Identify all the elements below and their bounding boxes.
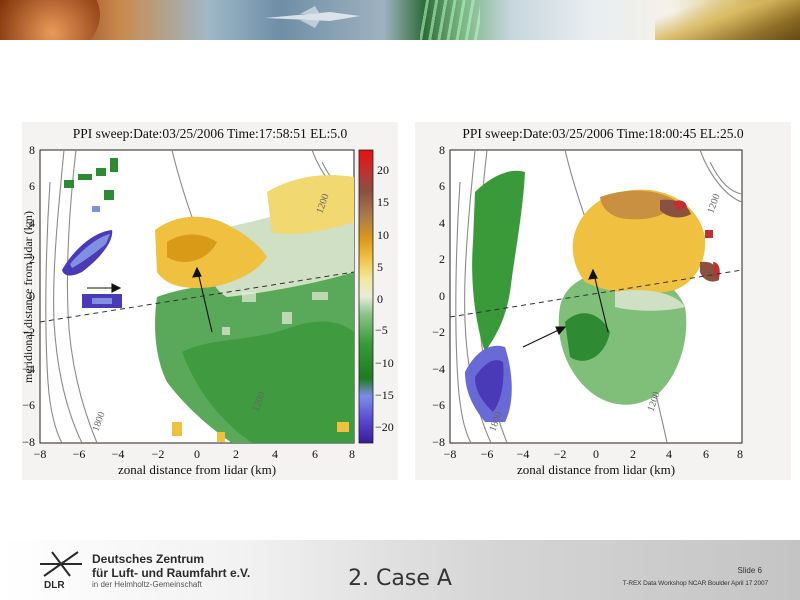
svg-text:15: 15 bbox=[377, 195, 389, 209]
dashed-reference-line bbox=[40, 271, 354, 323]
svg-text:8: 8 bbox=[29, 143, 35, 157]
right-plot-canvas: 1200 1200 1800 8 6 4 2 0 −2 −4 −6 −8 −8 … bbox=[432, 143, 743, 477]
svg-text:8: 8 bbox=[737, 447, 743, 461]
x-axis-ticks: −8 −6 −4 −2 0 2 4 6 8 bbox=[34, 447, 355, 461]
slide-title: 2. Case A bbox=[348, 566, 452, 591]
svg-text:2: 2 bbox=[29, 252, 35, 266]
svg-text:6: 6 bbox=[312, 447, 318, 461]
wind-arrows bbox=[87, 266, 213, 333]
colorbar bbox=[358, 149, 374, 444]
event-caption: T-REX Data Workshop NCAR Boulder April 1… bbox=[622, 580, 768, 587]
svg-text:2: 2 bbox=[233, 447, 239, 461]
right-lidar-plot: 1200 1200 1800 8 6 4 2 0 −2 −4 −6 −8 −8 … bbox=[415, 122, 791, 480]
wind-arrows bbox=[522, 268, 609, 348]
svg-text:6: 6 bbox=[703, 447, 709, 461]
svg-text:−8: −8 bbox=[432, 435, 445, 449]
svg-text:−6: −6 bbox=[481, 447, 494, 461]
left-plot-title: PPI sweep:Date:03/25/2006 Time:17:58:51 … bbox=[72, 126, 348, 141]
svg-text:5: 5 bbox=[377, 260, 383, 274]
slide-number: Slide 6 bbox=[737, 566, 762, 575]
svg-text:2: 2 bbox=[439, 252, 445, 266]
svg-text:−8: −8 bbox=[444, 447, 457, 461]
y-axis-ticks: 8 6 4 2 0 −2 −4 −6 −8 bbox=[432, 143, 445, 449]
svg-text:−2: −2 bbox=[432, 325, 445, 339]
x-axis-ticks: −8 −6 −4 −2 0 2 4 6 8 bbox=[444, 447, 743, 461]
banner-streaks bbox=[420, 0, 480, 40]
left-lidar-plot: 1200 1200 1800 8 6 4 2 0 −2 −4 −6 −8 −8 … bbox=[22, 122, 398, 480]
dlr-abbreviation: DLR bbox=[44, 580, 65, 591]
svg-text:4: 4 bbox=[439, 216, 445, 230]
svg-text:4: 4 bbox=[272, 447, 278, 461]
positive-velocity-region bbox=[155, 216, 267, 289]
svg-text:4: 4 bbox=[666, 447, 672, 461]
svg-text:6: 6 bbox=[439, 179, 445, 193]
org-name-line1: Deutsches Zentrum bbox=[92, 552, 205, 566]
svg-text:−2: −2 bbox=[152, 447, 165, 461]
right-plot-title: PPI sweep:Date:03/25/2006 Time:18:00:45 … bbox=[462, 126, 744, 141]
svg-text:−10: −10 bbox=[375, 356, 394, 370]
planet-image bbox=[0, 0, 100, 40]
svg-text:−4: −4 bbox=[112, 447, 125, 461]
svg-text:0: 0 bbox=[593, 447, 599, 461]
svg-text:20: 20 bbox=[377, 163, 389, 177]
dlr-logo-icon bbox=[40, 551, 82, 577]
svg-text:−4: −4 bbox=[517, 447, 530, 461]
svg-text:−15: −15 bbox=[375, 388, 394, 402]
svg-text:−5: −5 bbox=[375, 323, 388, 337]
x-axis-label: zonal distance from lidar (km) bbox=[517, 462, 675, 477]
svg-text:−20: −20 bbox=[375, 420, 394, 434]
dashed-reference-line bbox=[450, 269, 742, 318]
svg-text:−6: −6 bbox=[22, 398, 35, 412]
svg-text:6: 6 bbox=[29, 179, 35, 193]
svg-text:−4: −4 bbox=[432, 362, 445, 376]
svg-text:−6: −6 bbox=[73, 447, 86, 461]
svg-text:0: 0 bbox=[377, 292, 383, 306]
org-name-line3: in der Helmholtz-Gemeinschaft bbox=[92, 580, 202, 589]
y-axis-ticks: 8 6 4 2 0 −2 −4 −6 −8 bbox=[22, 143, 35, 449]
svg-text:4: 4 bbox=[29, 216, 35, 230]
y-axis-label: meridional distance from lidar (km) bbox=[22, 211, 35, 383]
svg-text:8: 8 bbox=[349, 447, 355, 461]
svg-text:10: 10 bbox=[377, 228, 389, 242]
svg-text:0: 0 bbox=[29, 289, 35, 303]
svg-text:8: 8 bbox=[439, 143, 445, 157]
svg-text:−2: −2 bbox=[22, 325, 35, 339]
space-shuttle-image bbox=[265, 6, 360, 28]
svg-text:0: 0 bbox=[194, 447, 200, 461]
left-plot-canvas: 1200 1200 1800 8 6 4 2 0 −2 −4 −6 −8 −8 … bbox=[22, 143, 394, 477]
svg-text:−8: −8 bbox=[22, 435, 35, 449]
svg-text:−8: −8 bbox=[34, 447, 47, 461]
satellite-panel-image bbox=[655, 0, 800, 40]
footer-bar bbox=[0, 540, 800, 600]
svg-text:0: 0 bbox=[439, 289, 445, 303]
org-name-line2: für Luft- und Raumfahrt e.V. bbox=[92, 566, 251, 580]
svg-text:−6: −6 bbox=[432, 398, 445, 412]
svg-text:−4: −4 bbox=[22, 362, 35, 376]
header-banner bbox=[0, 0, 800, 40]
colorbar-ticks: 20 15 10 5 0 −5 −10 −15 −20 bbox=[375, 163, 394, 434]
svg-text:−2: −2 bbox=[554, 447, 567, 461]
x-axis-label: zonal distance from lidar (km) bbox=[118, 462, 276, 477]
svg-text:2: 2 bbox=[630, 447, 636, 461]
